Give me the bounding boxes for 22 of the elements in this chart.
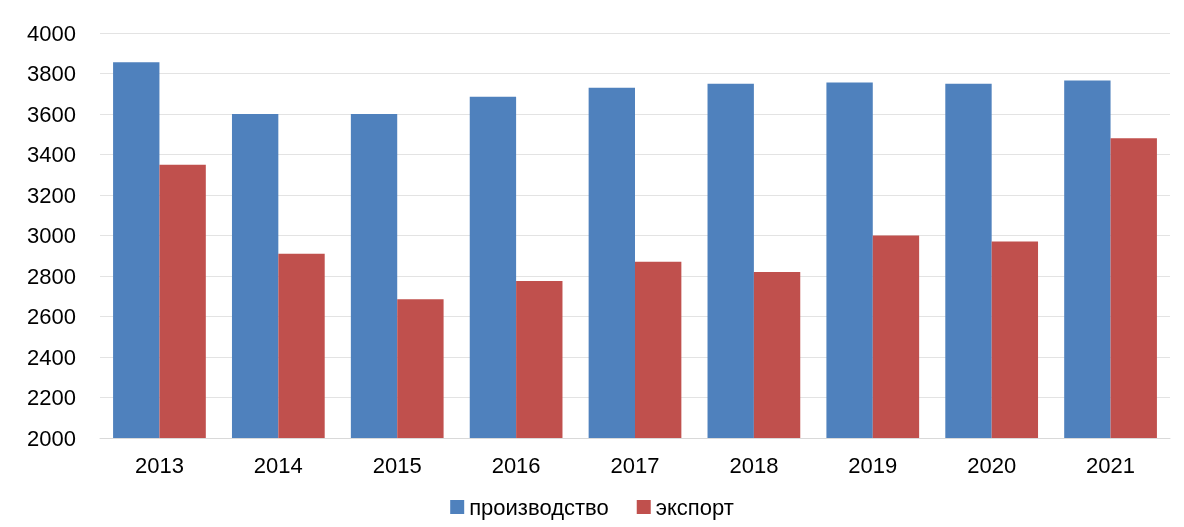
y-tick-label: 3600 xyxy=(27,101,76,127)
x-tick-label: 2017 xyxy=(610,452,660,478)
y-tick-label: 2600 xyxy=(27,304,76,329)
x-tick-label: 2019 xyxy=(848,452,898,478)
legend-label: экспорт xyxy=(655,494,734,520)
y-tick-label: 2800 xyxy=(27,263,76,289)
y-tick-label: 3000 xyxy=(27,223,76,248)
y-tick-label: 2200 xyxy=(27,385,76,410)
y-tick-label: 3400 xyxy=(27,142,76,167)
x-tick-label: 2013 xyxy=(134,452,184,478)
y-tick-label: 2000 xyxy=(27,425,76,451)
y-tick-label: 2400 xyxy=(27,344,76,370)
legend-label: производство xyxy=(469,494,609,520)
y-tick-label: 4000 xyxy=(27,20,76,46)
x-tick-label: 2016 xyxy=(491,452,541,478)
x-tick-label: 2015 xyxy=(372,452,422,478)
x-tick-label: 2014 xyxy=(253,452,303,478)
x-tick-label: 2021 xyxy=(1086,452,1136,478)
y-tick-label: 3800 xyxy=(27,61,76,86)
x-tick-label: 2020 xyxy=(967,452,1017,478)
y-tick-label: 3200 xyxy=(27,182,76,208)
x-tick-label: 2018 xyxy=(729,452,779,478)
